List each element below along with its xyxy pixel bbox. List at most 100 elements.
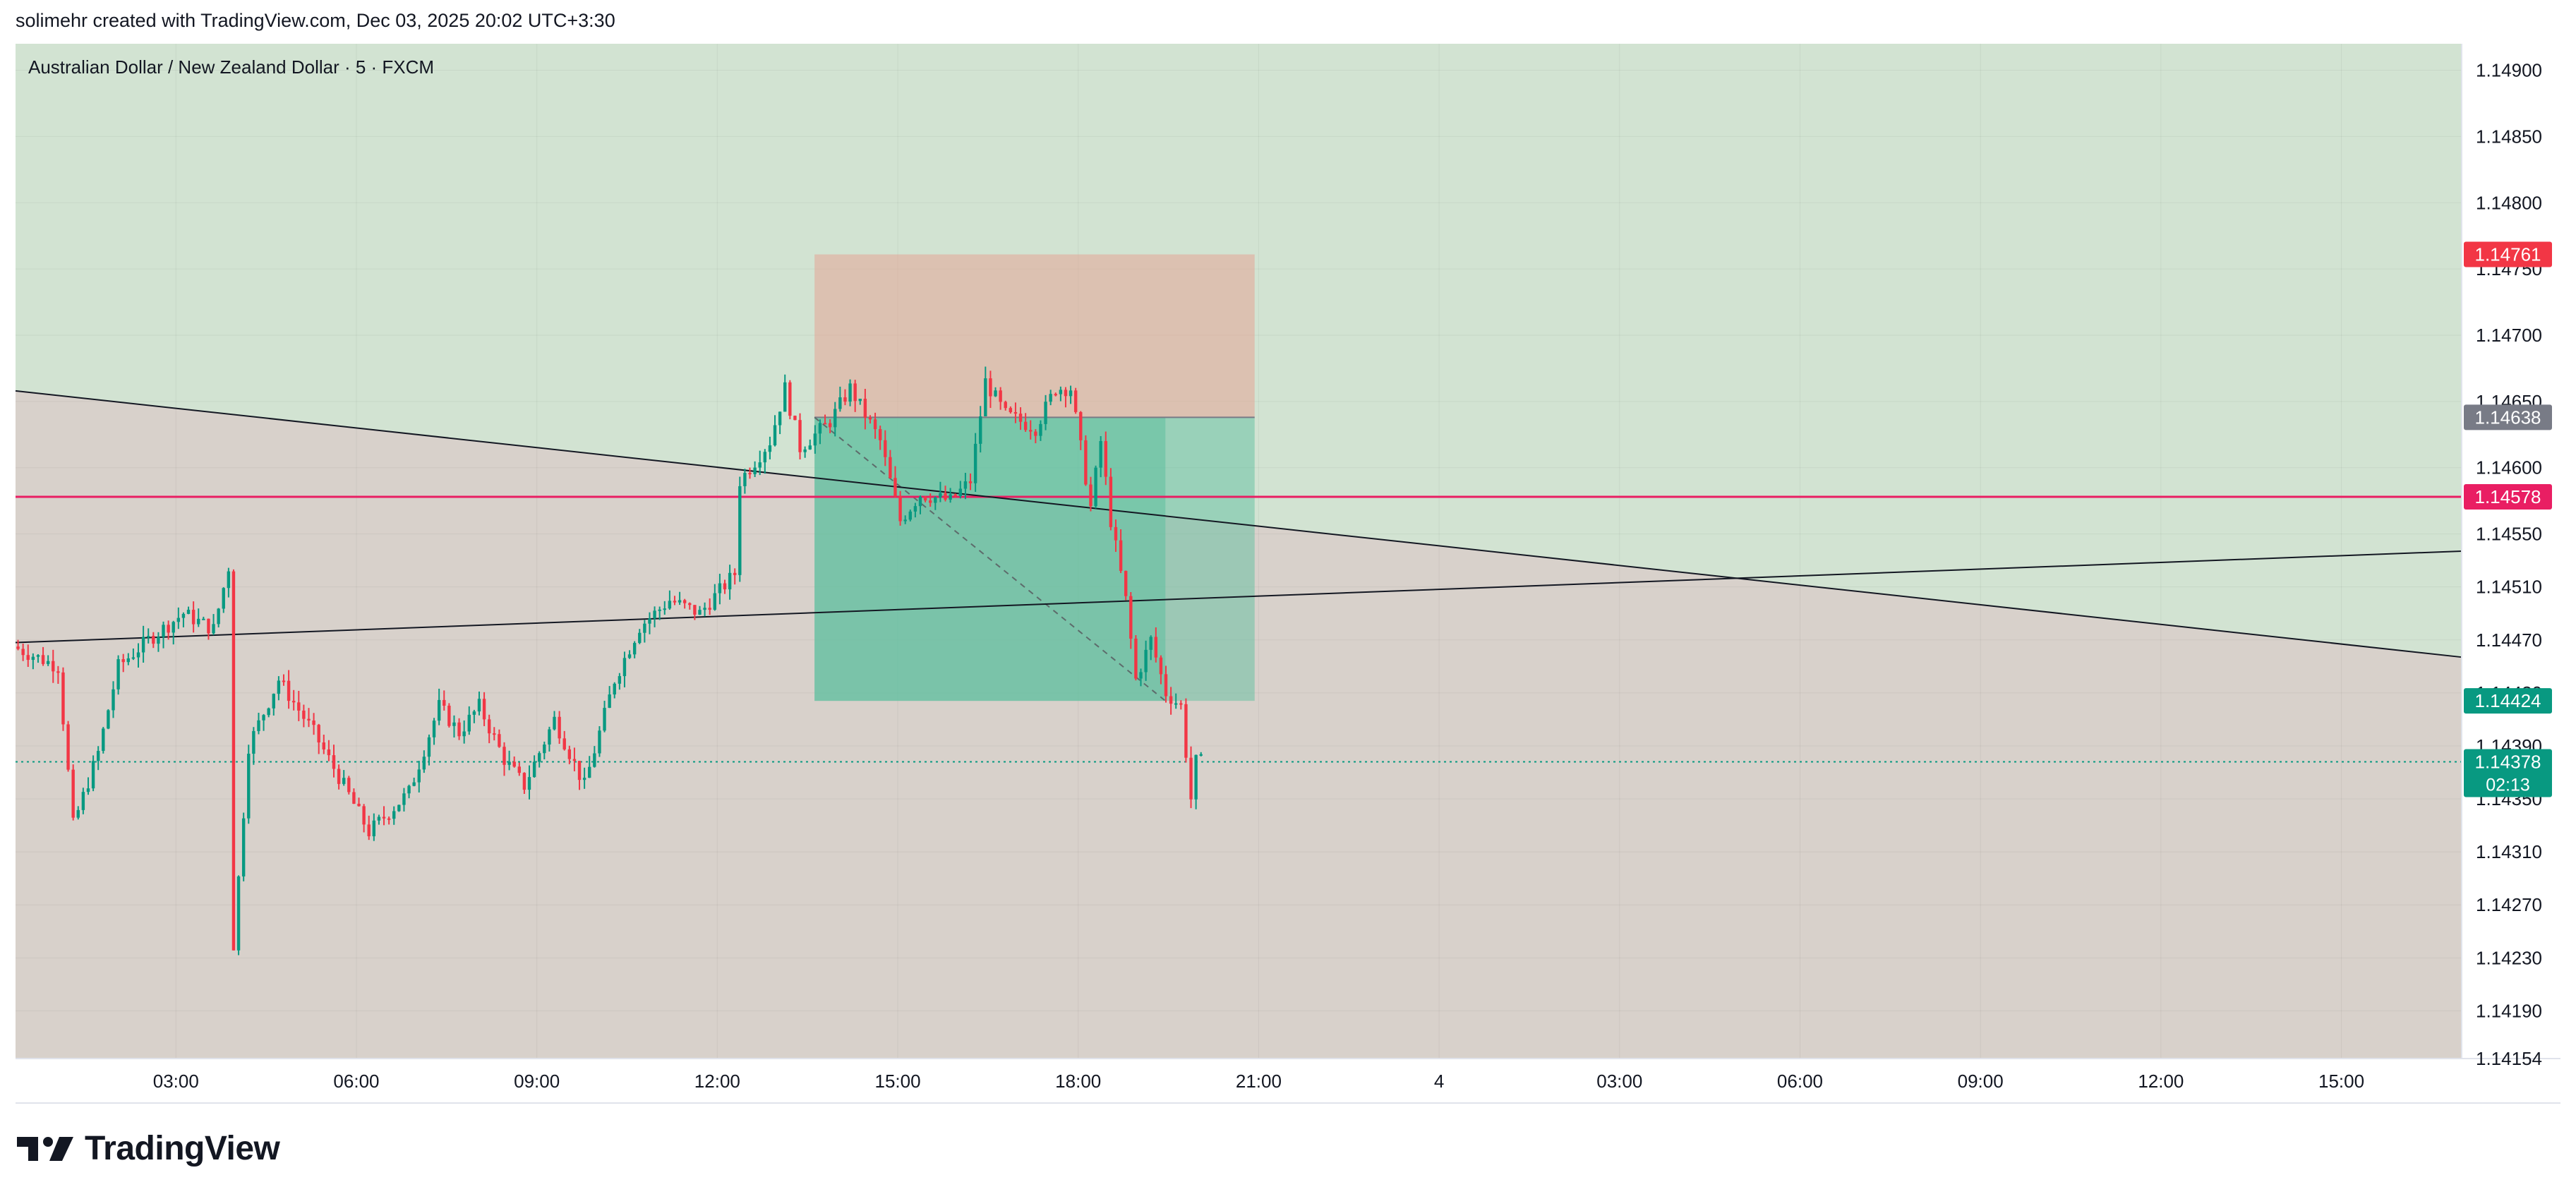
candle-down <box>191 610 195 625</box>
candle-down <box>1004 402 1007 409</box>
candle-up <box>392 811 396 819</box>
candle-up <box>112 689 115 711</box>
x-tick-label: 18:00 <box>1055 1071 1101 1092</box>
candle-up <box>703 608 706 610</box>
candle-down <box>347 778 351 793</box>
candle-down <box>1119 540 1123 571</box>
candle-up <box>507 761 511 765</box>
candle-down <box>673 601 677 603</box>
x-tick-label: 4 <box>1434 1071 1444 1092</box>
y-tick-label: 1.14550 <box>2476 524 2542 545</box>
candle-down <box>944 493 947 500</box>
tradingview-logo[interactable]: TradingView <box>17 1129 280 1168</box>
candle-down <box>798 420 802 452</box>
y-tick-label: 1.14850 <box>2476 126 2542 147</box>
candle-down <box>1134 638 1138 679</box>
candle-down <box>502 747 506 765</box>
current-price-badge-bg <box>2464 749 2552 797</box>
candle-up <box>818 423 822 434</box>
trend-line-descending <box>15 390 2462 658</box>
candle-up <box>808 445 812 450</box>
candle-up <box>934 497 937 503</box>
candle-up <box>1059 390 1063 394</box>
candle-up <box>342 778 346 784</box>
candle-down <box>367 824 371 837</box>
candle-up <box>81 792 85 810</box>
horizontal-line-price-label: 1.14578 <box>2475 486 2541 507</box>
candle-up <box>147 636 150 638</box>
candle-down <box>207 618 210 634</box>
candle-up <box>252 730 255 754</box>
candle-up <box>908 511 912 520</box>
candle-up <box>257 720 260 731</box>
candle-up <box>262 715 265 721</box>
candle-down <box>282 680 286 682</box>
candle-down <box>312 720 315 725</box>
candle-up <box>247 754 251 819</box>
candle-down <box>893 478 897 497</box>
candle-up <box>813 433 817 446</box>
candle-down <box>66 724 70 770</box>
trend-line-ascending <box>15 550 2462 644</box>
candle-up <box>462 731 466 737</box>
candle-up <box>432 721 436 737</box>
candle-down <box>382 817 386 819</box>
candle-down <box>828 423 832 428</box>
candle-up <box>627 654 632 658</box>
candle-up <box>36 655 40 657</box>
candle-up <box>96 751 100 761</box>
candle-up <box>848 383 852 402</box>
candle-down <box>332 755 336 769</box>
candle-up <box>467 714 471 732</box>
bar-countdown-label: 02:13 <box>2486 775 2530 795</box>
candle-up <box>277 680 281 694</box>
candle-down <box>788 382 792 416</box>
candle-up <box>452 722 456 726</box>
candle-up <box>918 496 922 507</box>
candle-up <box>31 656 35 661</box>
candle-up <box>758 462 762 468</box>
candle-down <box>302 710 306 719</box>
candle-up <box>973 443 977 483</box>
candle-up <box>648 618 651 624</box>
candle-down <box>562 738 566 749</box>
candle-down <box>21 649 25 656</box>
stop-loss-price-label-bg <box>2464 241 2552 267</box>
candle-down <box>61 672 65 725</box>
x-tick-label: 15:00 <box>874 1071 920 1092</box>
candle-up <box>538 753 541 762</box>
candle-up <box>236 876 241 951</box>
candle-down <box>487 719 491 734</box>
candle-up <box>91 761 95 789</box>
x-tick-label: 06:00 <box>1777 1071 1823 1092</box>
candle-up <box>181 613 186 618</box>
candle-down <box>56 671 60 673</box>
candle-up <box>553 716 556 730</box>
candle-up <box>1069 390 1073 397</box>
candle-down <box>873 419 877 430</box>
candle-down <box>884 440 887 457</box>
candle-up <box>773 425 777 446</box>
candle-up <box>603 708 606 731</box>
candle-up <box>176 617 181 622</box>
candle-down <box>708 608 711 610</box>
candle-down <box>387 818 391 820</box>
candle-up <box>588 766 591 778</box>
candle-up <box>743 473 747 486</box>
candle-up <box>949 494 952 500</box>
candle-up <box>1044 402 1047 424</box>
y-tick-label: 1.14700 <box>2476 325 2542 346</box>
position-path-dashed <box>814 416 1166 701</box>
candle-down <box>1054 394 1057 396</box>
candle-up <box>984 378 987 416</box>
candle-down <box>1154 637 1158 658</box>
candle-up <box>963 481 968 489</box>
candle-down <box>1189 757 1193 800</box>
candle-up <box>131 657 136 659</box>
candle-up <box>598 730 601 754</box>
candle-down <box>16 646 20 649</box>
candle-down <box>693 605 697 615</box>
candle-down <box>843 397 847 402</box>
candle-down <box>482 699 486 720</box>
